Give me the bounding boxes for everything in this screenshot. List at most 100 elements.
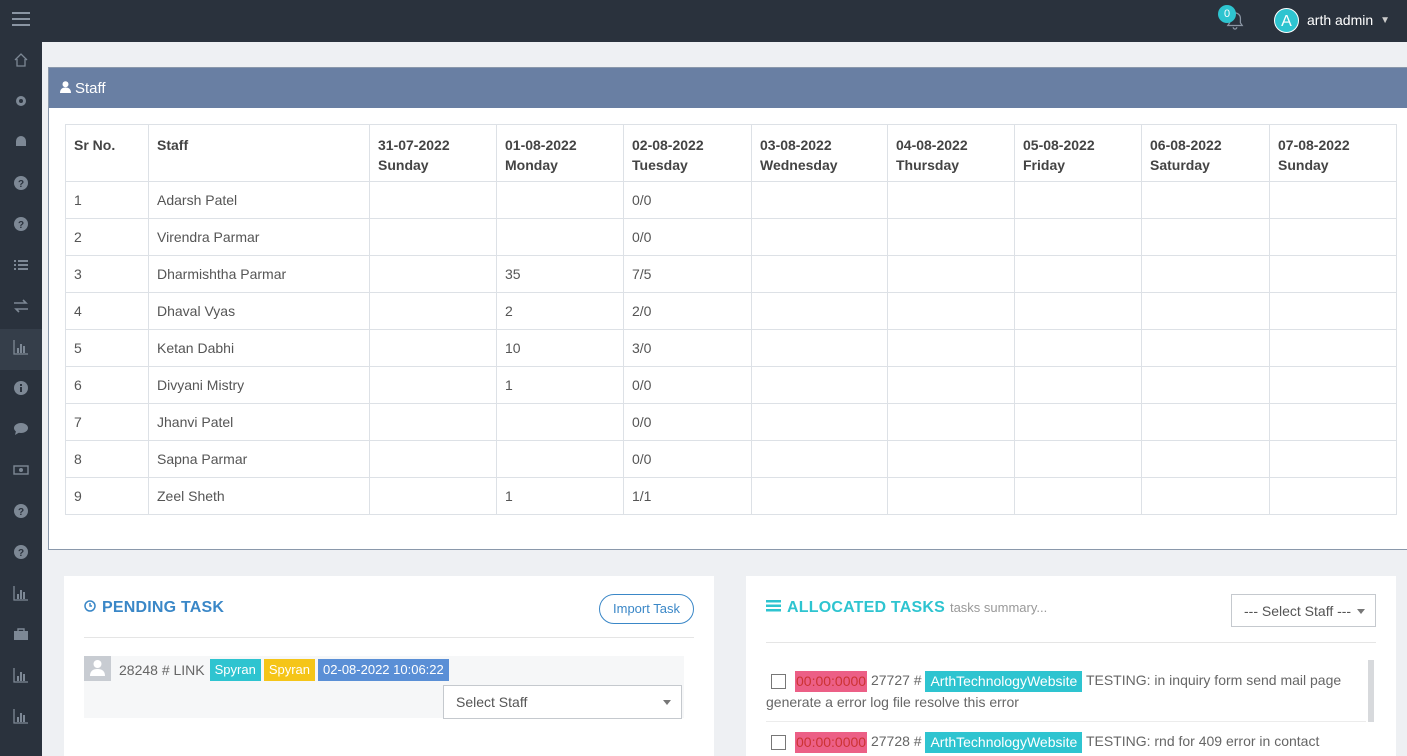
avatar: A: [1274, 7, 1299, 33]
column-header-date: 01-08-2022: [505, 137, 577, 153]
sidebar-item-transfer[interactable]: [0, 288, 42, 329]
clock-icon: [84, 599, 102, 617]
tasks-icon: [766, 599, 787, 617]
project-tag: ArthTechnologyWebsite: [925, 670, 1083, 692]
allocated-select-staff-dropdown[interactable]: --- Select Staff ---: [1231, 594, 1376, 627]
staff-panel-title: Staff: [75, 79, 106, 97]
select-staff-dropdown[interactable]: Select Staff: [443, 685, 682, 719]
day-count-cell: 3/0: [623, 329, 752, 367]
sidebar-item-info[interactable]: [0, 370, 42, 411]
table-row: 9 Zeel Sheth 1 1/1: [65, 477, 1397, 515]
task-checkbox[interactable]: [771, 734, 786, 750]
briefcase-icon: [13, 626, 29, 647]
day-count-cell: 0/0: [623, 218, 752, 256]
dropdown-arrow-icon: [1357, 608, 1365, 614]
divider: [84, 637, 694, 638]
column-header-day: Thursday: [896, 157, 960, 173]
column-header-day: Monday: [505, 157, 558, 173]
day-count-cell: [751, 255, 888, 293]
user-menu[interactable]: A arth admin ▼: [1274, 6, 1390, 34]
sr-no-cell: 4: [65, 292, 149, 330]
sidebar-item-stats-3[interactable]: [0, 698, 42, 739]
day-count-cell: [751, 366, 888, 404]
sidebar-item-money[interactable]: [0, 452, 42, 493]
column-header-label: Staff: [157, 137, 189, 153]
allocated-tasks-subtitle: tasks summary...: [949, 600, 1048, 615]
task-checkbox[interactable]: [771, 673, 786, 689]
day-count-cell: [1141, 329, 1270, 367]
task-reference: 28248 # LINK: [119, 662, 205, 678]
staff-name-cell: Divyani Mistry: [148, 366, 370, 404]
staff-name-cell: Adarsh Patel: [148, 181, 370, 219]
column-header-day: Friday: [1023, 157, 1066, 173]
sidebar-item-stats-1[interactable]: [0, 575, 42, 616]
menu-toggle-icon[interactable]: [12, 12, 30, 28]
avatar: [84, 656, 111, 681]
notification-bell[interactable]: 0: [1218, 5, 1246, 33]
bar-chart-icon: [13, 585, 29, 606]
sr-no-cell: 5: [65, 329, 149, 367]
staff-name-cell: Jhanvi Patel: [148, 403, 370, 441]
select-staff-value: Select Staff: [456, 694, 528, 710]
day-count-cell: 7/5: [623, 255, 752, 293]
day-count-cell: [496, 440, 624, 478]
table-row: 6 Divyani Mistry 1 0/0: [65, 366, 1397, 404]
sidebar-item-list[interactable]: [0, 247, 42, 288]
table-row: 3 Dharmishtha Parmar 35 7/5: [65, 255, 1397, 293]
day-count-cell: 1/1: [623, 477, 752, 515]
user-name: arth admin: [1307, 12, 1374, 28]
day-count-cell: [369, 366, 497, 404]
sidebar-item-chat[interactable]: [0, 411, 42, 452]
day-count-cell: [751, 477, 888, 515]
day-count-cell: 2: [496, 292, 624, 330]
day-count-cell: [369, 477, 497, 515]
day-count-cell: [1269, 440, 1397, 478]
datetime-tag: 02-08-2022 10:06:22: [318, 659, 449, 681]
svg-text:?: ?: [18, 220, 24, 231]
android-icon: [13, 134, 29, 155]
user-icon: [90, 658, 105, 681]
column-header-date: 31-07-2022: [378, 137, 450, 153]
day-count-cell: [751, 403, 888, 441]
day-count-cell: [1014, 181, 1142, 219]
import-task-button[interactable]: Import Task: [599, 594, 694, 624]
select-staff-value: --- Select Staff ---: [1244, 602, 1352, 619]
task-timer: 00:00:0000: [795, 731, 868, 753]
column-header: 06-08-2022 Saturday: [1141, 124, 1270, 182]
sidebar-item-stats-2[interactable]: [0, 657, 42, 698]
sidebar-item-home[interactable]: [0, 42, 42, 83]
sidebar-item-reports[interactable]: [0, 329, 42, 370]
pending-task-heading: PENDING TASK: [84, 599, 224, 617]
day-count-cell: [369, 181, 497, 219]
column-header: 02-08-2022 Tuesday: [623, 124, 752, 182]
home-icon: [13, 52, 29, 73]
column-header: Staff: [148, 124, 370, 182]
sidebar-item-help-3[interactable]: ?: [0, 493, 42, 534]
table-row: 2 Virendra Parmar 0/0: [65, 218, 1397, 256]
column-header-day: Sunday: [378, 157, 429, 173]
sidebar-item-briefcase[interactable]: [0, 616, 42, 657]
day-count-cell: 0/0: [623, 366, 752, 404]
bar-chart-icon: [13, 339, 29, 360]
sidebar-item-help-2[interactable]: ?: [0, 206, 42, 247]
column-header-date: 06-08-2022: [1150, 137, 1222, 153]
sidebar-item-help-4[interactable]: ?: [0, 534, 42, 575]
column-header-label: Sr No.: [74, 137, 116, 153]
day-count-cell: [369, 292, 497, 330]
day-count-cell: [1269, 255, 1397, 293]
day-count-cell: 1: [496, 366, 624, 404]
staff-panel: Staff Sr No. Staff 31-07-2022 Sunday 01-0…: [48, 67, 1407, 550]
table-row: 8 Sapna Parmar 0/0: [65, 440, 1397, 478]
sidebar-item-help-1[interactable]: ?: [0, 165, 42, 206]
staff-name-cell: Dharmishtha Parmar: [148, 255, 370, 293]
scrollbar[interactable]: [1368, 660, 1374, 722]
divider: [766, 721, 1366, 722]
sidebar-item-settings[interactable]: [0, 83, 42, 124]
table-row: 5 Ketan Dabhi 10 3/0: [65, 329, 1397, 367]
column-header-date: 03-08-2022: [760, 137, 832, 153]
column-header: 03-08-2022 Wednesday: [751, 124, 888, 182]
day-count-cell: [369, 255, 497, 293]
sidebar-item-android[interactable]: [0, 124, 42, 165]
sidebar: ? ? ? ?: [0, 42, 42, 756]
bar-chart-icon: [13, 708, 29, 729]
